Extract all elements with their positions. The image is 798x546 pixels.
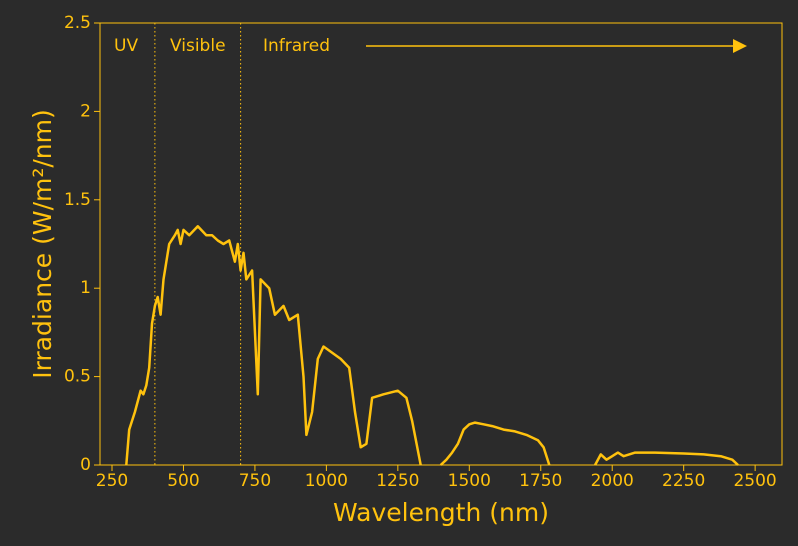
- x-tick-label: 1000: [305, 471, 348, 491]
- region-label: UV: [114, 36, 138, 56]
- region-label: Visible: [170, 36, 226, 56]
- x-tick-label: 1500: [448, 471, 491, 491]
- y-tick-label: 0.5: [64, 367, 91, 387]
- x-tick-label: 500: [167, 471, 199, 491]
- x-tick-label: 1250: [376, 471, 419, 491]
- x-tick-label: 2250: [662, 471, 705, 491]
- region-label: Infrared: [263, 36, 330, 56]
- spectrum-line: [125, 225, 739, 466]
- y-tick-label: 2.5: [64, 13, 91, 33]
- x-tick-label: 250: [96, 471, 128, 491]
- y-tick-label: 1: [80, 278, 91, 298]
- x-tick-label: 750: [239, 471, 271, 491]
- arrow-head: [733, 39, 747, 53]
- x-tick-label: 1750: [519, 471, 562, 491]
- plot-frame: [99, 22, 783, 466]
- y-tick-label: 1.5: [64, 190, 91, 210]
- y-tick-label: 0: [80, 455, 91, 475]
- x-tick-label: 2500: [733, 471, 776, 491]
- y-axis-title: Irradiance (W/m²/nm): [28, 109, 57, 379]
- y-tick-label: 2: [80, 101, 91, 121]
- x-axis-title: Wavelength (nm): [333, 498, 549, 527]
- x-tick-label: 2000: [591, 471, 634, 491]
